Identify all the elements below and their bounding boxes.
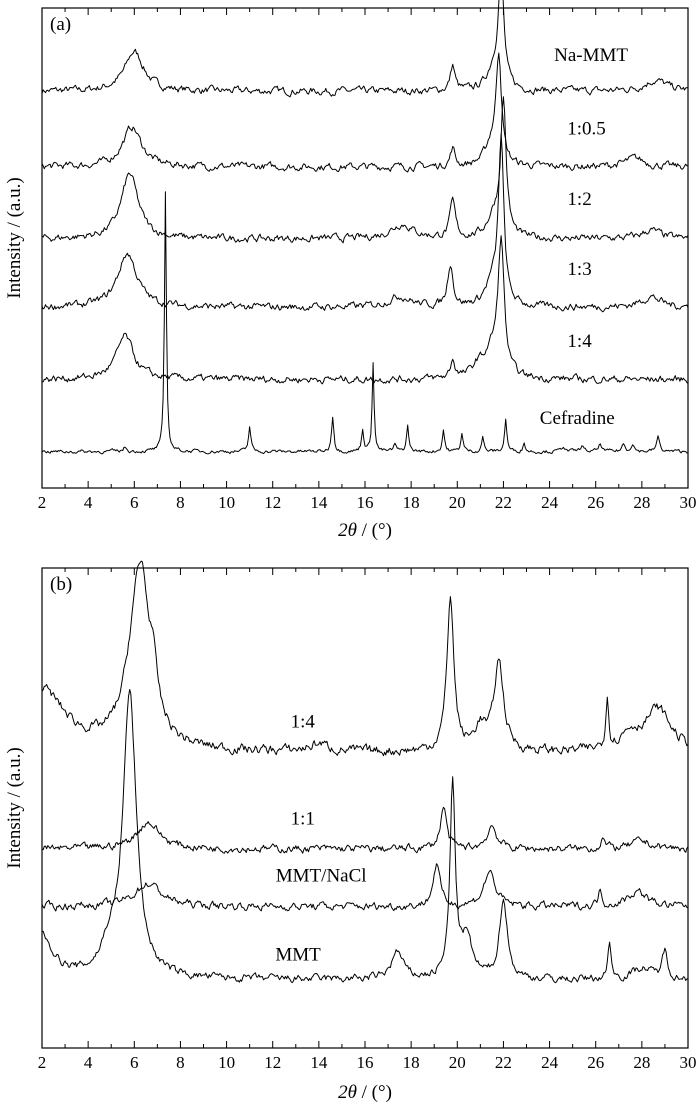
x-tick-label: 18 <box>403 1053 420 1072</box>
x-tick-label: 30 <box>680 1053 697 1072</box>
panel-label: (a) <box>50 14 71 35</box>
x-tick-label: 10 <box>218 493 235 512</box>
x-tick-label: 6 <box>130 493 139 512</box>
series-trace-1-0-5 <box>41 52 688 173</box>
x-tick-label: 26 <box>587 493 604 512</box>
x-tick-label: 22 <box>495 1053 512 1072</box>
series-trace-mmt <box>41 689 689 984</box>
x-axis-label: 2θ / (°) <box>338 1082 392 1103</box>
x-tick-label: 28 <box>633 1053 650 1072</box>
series-label: Na-MMT <box>554 45 628 66</box>
x-tick-label: 16 <box>357 493 374 512</box>
series-trace-cefradine <box>41 191 689 455</box>
x-tick-label: 6 <box>130 1053 139 1072</box>
series-trace-1-4 <box>41 235 689 385</box>
series-label: 1:4 <box>291 711 316 732</box>
x-tick-label: 20 <box>449 1053 466 1072</box>
y-axis-label: Intensity / (a.u.) <box>4 747 25 868</box>
y-axis-label: Intensity / (a.u.) <box>4 177 25 298</box>
series-label: 1:4 <box>567 331 592 352</box>
series-label: 1:0.5 <box>567 119 606 140</box>
x-axis-label: 2θ / (°) <box>338 520 392 541</box>
x-tick-label: 22 <box>495 493 512 512</box>
series-label: Cefradine <box>540 408 615 429</box>
series-trace-1-4 <box>41 560 689 757</box>
x-tick-label: 26 <box>587 1053 604 1072</box>
x-tick-label: 8 <box>176 493 185 512</box>
series-label: 1:2 <box>567 189 591 210</box>
x-tick-label: 2 <box>38 1053 47 1072</box>
x-tick-label: 4 <box>84 1053 93 1072</box>
x-tick-label: 16 <box>357 1053 374 1072</box>
series-trace-na-mmt <box>41 0 689 98</box>
series-label: MMT/NaCl <box>276 865 367 886</box>
x-tick-label: 14 <box>310 1053 328 1072</box>
x-tick-label: 24 <box>541 1053 559 1072</box>
x-tick-label: 4 <box>84 493 93 512</box>
series-trace-1-3 <box>41 133 689 313</box>
series-trace-1-1 <box>41 806 689 854</box>
series-label: 1:3 <box>567 259 591 280</box>
series-label: MMT <box>275 945 321 966</box>
x-tick-label: 30 <box>680 493 697 512</box>
x-tick-label: 14 <box>310 493 328 512</box>
x-tick-label: 8 <box>176 1053 185 1072</box>
x-tick-label: 24 <box>541 493 559 512</box>
x-tick-label: 12 <box>264 493 281 512</box>
series-label: 1:1 <box>291 808 315 829</box>
x-tick-label: 12 <box>264 1053 281 1072</box>
x-tick-label: 28 <box>633 493 650 512</box>
x-tick-label: 2 <box>38 493 47 512</box>
x-tick-label: 18 <box>403 493 420 512</box>
x-tick-label: 20 <box>449 493 466 512</box>
series-trace-mmt-nacl <box>41 863 689 912</box>
panel-label: (b) <box>50 574 72 595</box>
x-tick-label: 10 <box>218 1053 235 1072</box>
series-trace-1-2 <box>41 96 689 244</box>
